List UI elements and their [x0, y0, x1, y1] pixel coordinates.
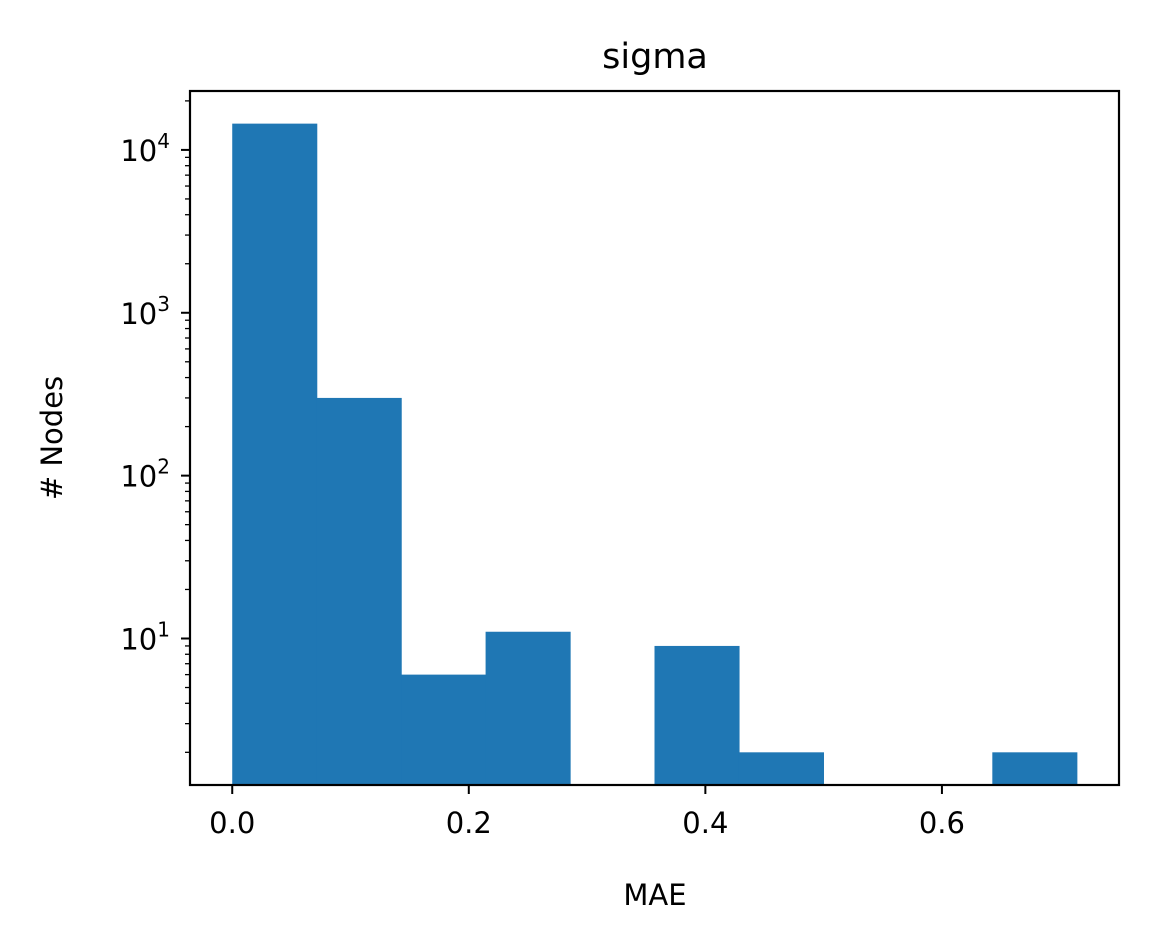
- x-axis-label: MAE: [623, 878, 686, 912]
- x-tick-label-1: 0.2: [446, 806, 492, 840]
- y-tick-exponent: 3: [157, 292, 170, 316]
- y-tick-base: 10: [120, 622, 157, 656]
- y-tick-base: 10: [120, 134, 157, 168]
- histogram-bar-5: [654, 645, 740, 785]
- histogram-bar-0: [232, 123, 318, 785]
- axes-frame: [188, 89, 1121, 787]
- x-axis-ticks: 0.0 0.2 0.4 0.6: [209, 785, 965, 840]
- y-tick-label-0: 101: [120, 617, 170, 656]
- histogram-bar-1: [316, 397, 402, 785]
- histogram-bar-6: [738, 752, 824, 785]
- y-axis-label: # Nodes: [35, 376, 69, 500]
- x-tick-label-2: 0.4: [682, 806, 728, 840]
- y-tick-base: 10: [120, 297, 157, 331]
- y-tick-exponent: 2: [157, 455, 170, 479]
- y-tick-base: 10: [120, 460, 157, 494]
- histogram-bars: [232, 123, 1078, 785]
- x-tick-label-3: 0.6: [919, 806, 965, 840]
- y-tick-label-1: 102: [120, 455, 170, 494]
- chart-title: sigma: [602, 37, 708, 77]
- x-tick-label-0: 0.0: [209, 806, 255, 840]
- y-tick-exponent: 4: [157, 129, 170, 153]
- histogram-bar-3: [485, 631, 571, 785]
- histogram-bar-9: [992, 752, 1078, 785]
- histogram-bar-2: [401, 674, 487, 785]
- y-tick-exponent: 1: [157, 617, 170, 641]
- y-tick-label-3: 104: [120, 129, 170, 168]
- y-tick-label-2: 103: [120, 292, 170, 331]
